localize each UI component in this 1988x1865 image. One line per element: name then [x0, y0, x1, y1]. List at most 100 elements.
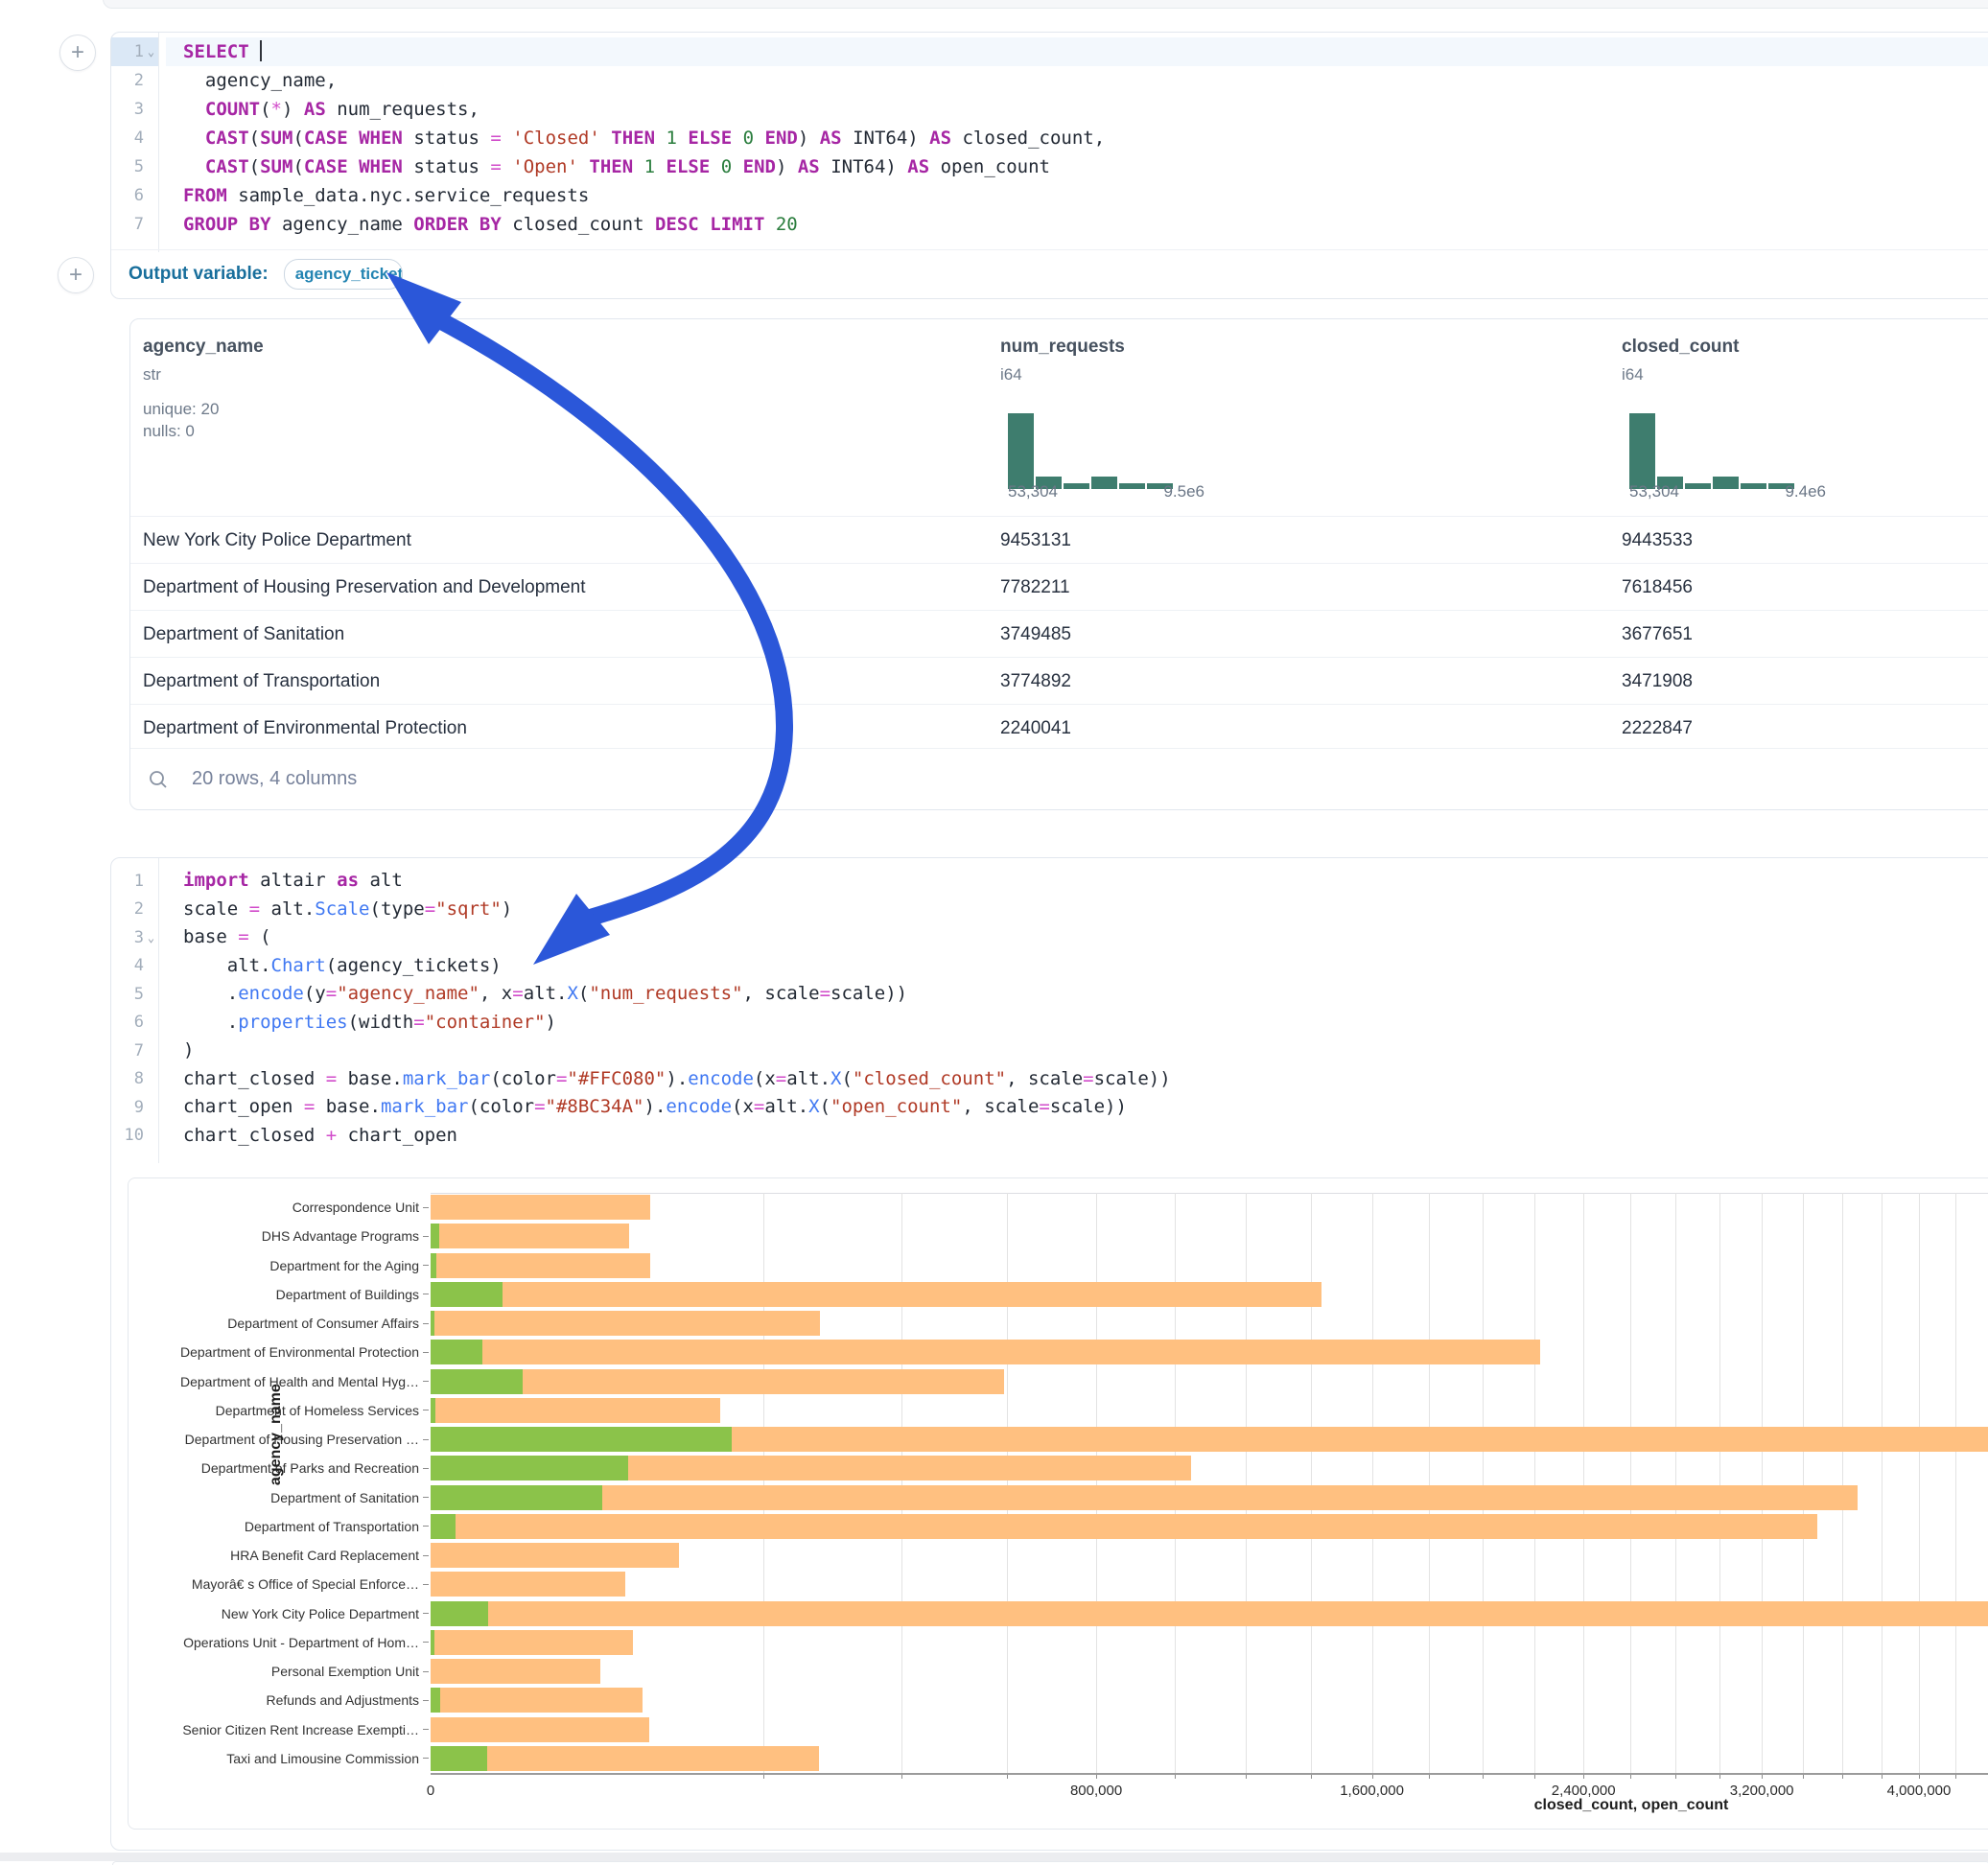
code-line[interactable]: CAST(SUM(CASE WHEN status = 'Closed' THE…: [166, 124, 1988, 152]
bar-open-count: [431, 1485, 602, 1510]
cell-divider: [0, 1853, 1988, 1861]
table-cell: 7618456: [1622, 564, 1693, 611]
x-axis-tick-label: 800,000: [1070, 1783, 1122, 1799]
table-header: agency_namestrunique: 20nulls: 0num_requ…: [130, 319, 1988, 516]
table-cell: 9443533: [1622, 517, 1693, 564]
code-line[interactable]: agency_name,: [166, 66, 1988, 95]
fold-chevron-icon[interactable]: ⌄: [144, 931, 158, 944]
gridline: [1483, 1193, 1484, 1773]
y-axis-label: Senior Citizen Rent Increase Exempti…: [129, 1715, 429, 1744]
table-row[interactable]: Department of Transportation377489234719…: [130, 657, 1988, 705]
y-axis-tick: [423, 1207, 429, 1208]
table-row[interactable]: New York City Police Department945313194…: [130, 516, 1988, 564]
fold-chevron-icon[interactable]: ⌄: [144, 45, 158, 58]
line-number: 5: [111, 980, 158, 1009]
bar-open-count: [431, 1340, 482, 1364]
table-row[interactable]: Department of Environmental Protection22…: [130, 704, 1988, 752]
bar-closed-count: [431, 1543, 679, 1568]
code-line[interactable]: chart_closed + chart_open: [166, 1122, 1988, 1151]
code-line[interactable]: scale = alt.Scale(type="sqrt"): [166, 896, 1988, 924]
gridline: [1842, 1193, 1843, 1773]
column-histogram: [1008, 413, 1175, 489]
code-line[interactable]: chart_open = base.mark_bar(color="#8BC34…: [166, 1093, 1988, 1122]
y-axis-tick: [423, 1613, 429, 1614]
table-cell: 9453131: [1000, 517, 1071, 564]
line-number: 6: [111, 181, 158, 210]
code-line[interactable]: ): [166, 1037, 1988, 1065]
y-axis-tick: [423, 1468, 429, 1469]
gridline: [1007, 1193, 1008, 1773]
code-line[interactable]: chart_closed = base.mark_bar(color="#FFC…: [166, 1065, 1988, 1094]
chart-plot-area: Correspondence UnitDHS Advantage Program…: [129, 1178, 1988, 1829]
add-cell-button-top[interactable]: +: [59, 35, 96, 71]
line-number: 4: [111, 952, 158, 981]
line-number: 4: [111, 124, 158, 152]
x-axis-baseline: [431, 1773, 1988, 1775]
gridline: [1919, 1193, 1920, 1773]
gridline: [1534, 1193, 1535, 1773]
histogram-bin: [1629, 413, 1655, 489]
y-axis-label: New York City Police Department: [129, 1599, 429, 1628]
add-cell-button-below-sql[interactable]: +: [58, 257, 94, 293]
column-type: i64: [1622, 365, 1644, 385]
output-variable-pill[interactable]: agency_tickets: [284, 259, 403, 290]
code-line[interactable]: GROUP BY agency_name ORDER BY closed_cou…: [166, 210, 1988, 239]
bar-closed-count: [431, 1195, 650, 1220]
table-cell: 7782211: [1000, 564, 1070, 611]
bar-open-count: [431, 1224, 439, 1248]
column-header-agency_name[interactable]: agency_name: [143, 337, 264, 358]
y-axis-tick: [423, 1265, 429, 1266]
sql-code-editor[interactable]: SELECT agency_name, COUNT(*) AS num_requ…: [166, 37, 1988, 239]
gutter-separator: [158, 858, 159, 1163]
bar-closed-count: [431, 1717, 649, 1742]
results-table: agency_namestrunique: 20nulls: 0num_requ…: [129, 318, 1988, 810]
bar-open-count: [431, 1688, 440, 1713]
sql-cell: 1⌄234567 SELECT agency_name, COUNT(*) AS…: [110, 32, 1988, 299]
y-axis-tick: [423, 1497, 429, 1498]
y-axis-label: Operations Unit - Department of Hom…: [129, 1628, 429, 1657]
previous-cell-edge: [103, 0, 1988, 9]
bar-closed-count: [431, 1311, 820, 1336]
table-row[interactable]: Department of Housing Preservation and D…: [130, 563, 1988, 611]
line-number: 6: [111, 1009, 158, 1037]
code-line[interactable]: CAST(SUM(CASE WHEN status = 'Open' THEN …: [166, 152, 1988, 181]
x-axis-tick-label: 3,200,000: [1730, 1783, 1794, 1799]
column-stat: nulls: 0: [143, 422, 195, 441]
table-row[interactable]: Department of Sanitation37494853677651: [130, 610, 1988, 658]
python-code-editor[interactable]: import altair as altscale = alt.Scale(ty…: [166, 867, 1988, 1150]
python-line-gutter: 123⌄45678910: [111, 867, 158, 1150]
column-histogram: [1629, 413, 1796, 489]
column-header-closed_count[interactable]: closed_count: [1622, 337, 1739, 358]
bar-open-count: [431, 1282, 503, 1307]
gridline: [1882, 1193, 1883, 1773]
line-number: 3: [111, 95, 158, 124]
line-number: 10: [111, 1122, 158, 1151]
code-line[interactable]: import altair as alt: [166, 867, 1988, 896]
bar-open-count: [431, 1456, 628, 1480]
code-line[interactable]: alt.Chart(agency_tickets): [166, 952, 1988, 981]
column-header-num_requests[interactable]: num_requests: [1000, 337, 1125, 358]
y-axis-label: Department of Environmental Protection: [129, 1338, 429, 1366]
sql-line-gutter: 1⌄234567: [111, 37, 158, 239]
code-line[interactable]: SELECT: [166, 37, 1988, 66]
y-axis-tick: [423, 1381, 429, 1382]
bar-closed-count: [431, 1398, 720, 1423]
y-axis-tick: [423, 1642, 429, 1643]
search-icon[interactable]: [148, 769, 169, 790]
column-type: str: [143, 365, 161, 385]
gridline: [1372, 1193, 1373, 1773]
y-axis-label: Taxi and Limousine Commission: [129, 1744, 429, 1773]
code-line[interactable]: FROM sample_data.nyc.service_requests: [166, 181, 1988, 210]
gridline: [1096, 1193, 1097, 1773]
table-cell: Department of Transportation: [143, 658, 380, 705]
y-axis-label: Correspondence Unit: [129, 1193, 429, 1222]
code-line[interactable]: .properties(width="container"): [166, 1009, 1988, 1037]
code-line[interactable]: COUNT(*) AS num_requests,: [166, 95, 1988, 124]
line-number: 3⌄: [111, 923, 158, 952]
text-caret: [260, 40, 262, 61]
column-type: i64: [1000, 365, 1022, 385]
code-line[interactable]: .encode(y="agency_name", x=alt.X("num_re…: [166, 980, 1988, 1009]
line-number: 7: [111, 1037, 158, 1065]
histogram-max-label: 9.4e6: [1785, 482, 1826, 501]
code-line[interactable]: base = (: [166, 923, 1988, 952]
